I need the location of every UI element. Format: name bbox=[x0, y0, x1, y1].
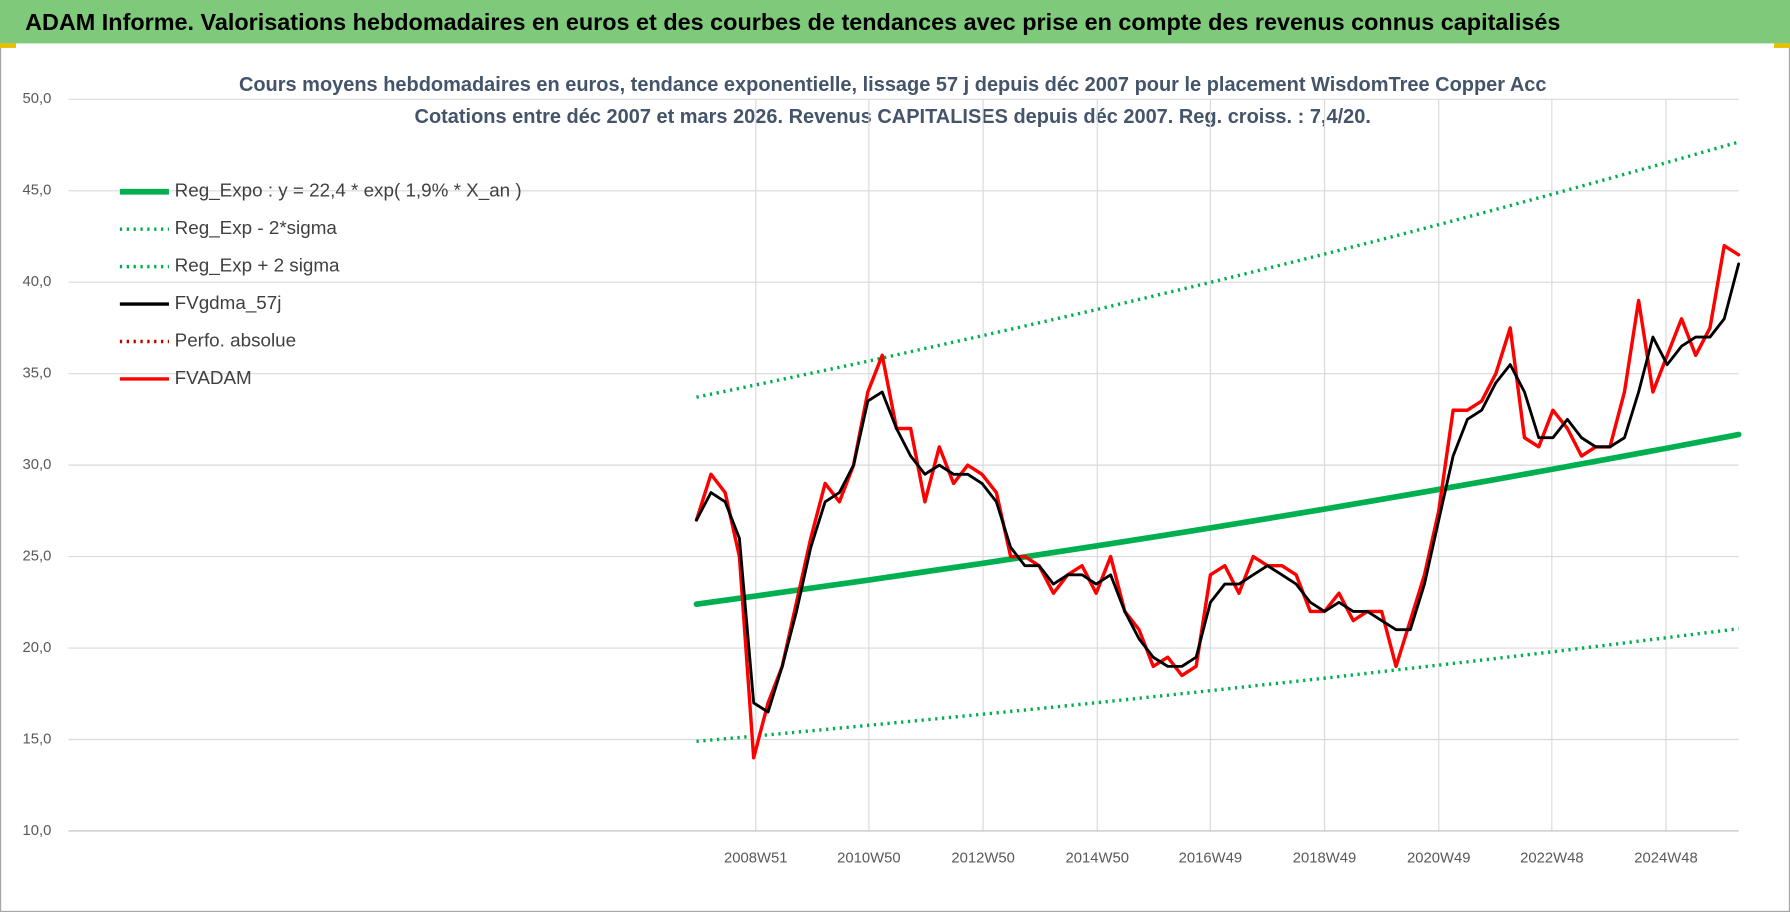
y-tick-label: 50,0 bbox=[22, 91, 51, 107]
page-title: ADAM Informe. Valorisations hebdomadaire… bbox=[25, 9, 1560, 35]
legend-label: Reg_Exp - 2*sigma bbox=[175, 217, 338, 239]
y-tick-label: 20,0 bbox=[22, 640, 51, 656]
y-tick-label: 35,0 bbox=[22, 366, 51, 382]
x-tick-label: 2016W49 bbox=[1179, 850, 1242, 866]
x-tick-label: 2018W49 bbox=[1293, 850, 1356, 866]
x-tick-label: 2008W51 bbox=[724, 850, 787, 866]
legend-label: FVADAM bbox=[175, 367, 252, 388]
x-tick-label: 2020W49 bbox=[1407, 850, 1470, 866]
title-bar bbox=[0, 0, 1790, 44]
legend-label: Perfo. absolue bbox=[175, 329, 296, 350]
chart-subtitle: Cotations entre déc 2007 et mars 2026. R… bbox=[415, 106, 1371, 128]
corner bbox=[1774, 43, 1790, 48]
x-tick-label: 2012W50 bbox=[951, 850, 1014, 866]
y-tick-label: 45,0 bbox=[22, 183, 51, 199]
series-line bbox=[693, 431, 1742, 608]
legend-label: FVgdma_57j bbox=[175, 292, 282, 314]
corner bbox=[0, 43, 16, 48]
series-line bbox=[696, 140, 1740, 399]
x-tick-label: 2024W48 bbox=[1634, 850, 1697, 866]
y-tick-label: 10,0 bbox=[22, 823, 51, 839]
legend-label: Reg_Exp + 2 sigma bbox=[175, 255, 340, 277]
x-tick-label: 2010W50 bbox=[837, 850, 900, 866]
x-tick-label: 2014W50 bbox=[1066, 850, 1129, 866]
x-tick-label: 2022W48 bbox=[1520, 850, 1583, 866]
chart-title: Cours moyens hebdomadaires en euros, ten… bbox=[239, 74, 1547, 96]
y-tick-label: 40,0 bbox=[22, 274, 51, 290]
y-tick-label: 30,0 bbox=[22, 457, 51, 473]
legend-label: Reg_Expo : y = 22,4 * exp( 1,9% * X_an ) bbox=[175, 180, 522, 202]
y-tick-label: 25,0 bbox=[22, 549, 51, 565]
series-line bbox=[694, 243, 1741, 760]
y-tick-label: 15,0 bbox=[22, 731, 51, 747]
series-line bbox=[695, 262, 1741, 714]
